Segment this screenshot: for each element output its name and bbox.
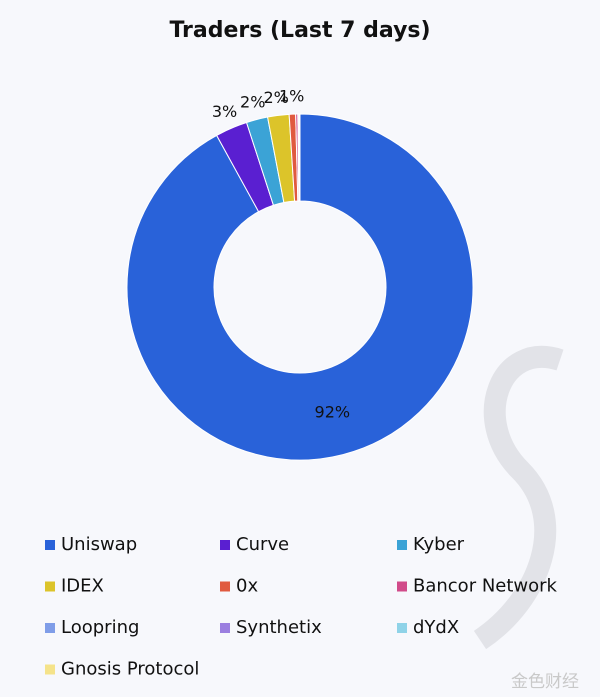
legend-swatch [220, 623, 230, 633]
legend-label: Kyber [413, 534, 465, 555]
legend-label: dYdX [413, 617, 459, 638]
legend-label: Loopring [61, 617, 139, 638]
legend-swatch [45, 581, 55, 592]
pie-slice [126, 113, 474, 461]
legend-label: Curve [236, 534, 289, 555]
legend-swatch [397, 540, 407, 550]
legend-swatch [397, 581, 407, 592]
legend-label: 0x [236, 576, 258, 597]
legend-label: Synthetix [236, 617, 322, 638]
watermark-text: 金色财经 [511, 672, 579, 692]
chart-title: Traders (Last 7 days) [169, 18, 430, 43]
legend-swatch [45, 664, 55, 675]
legend-swatch [45, 540, 55, 550]
legend-swatch [220, 581, 230, 592]
data-label: 2% [263, 88, 288, 107]
data-label: 1% [279, 87, 304, 106]
legend-label: Bancor Network [413, 576, 558, 597]
legend-swatch [220, 540, 230, 550]
legend-label: IDEX [61, 576, 104, 597]
legend-label: Uniswap [61, 534, 137, 555]
legend-swatch [45, 623, 55, 633]
legend-label: Gnosis Protocol [61, 659, 199, 680]
data-label: 3% [212, 102, 237, 121]
data-label: 2% [240, 92, 265, 111]
data-label: 92% [315, 402, 351, 421]
legend-swatch [397, 623, 407, 633]
watermark-shape [473, 346, 564, 650]
